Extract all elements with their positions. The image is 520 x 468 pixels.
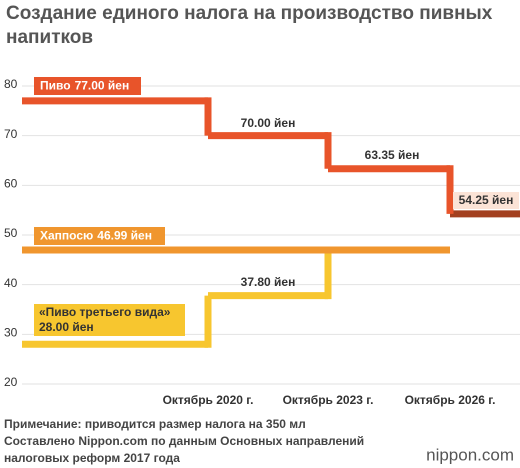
- series-label: Пиво 77.00 йен: [40, 79, 129, 93]
- x-tick-label: Октябрь 2023 г.: [283, 393, 374, 407]
- y-tick-label: 50: [4, 226, 18, 240]
- series-name: Пиво: [40, 79, 71, 93]
- label-box: [453, 192, 519, 209]
- value-label: 70.00 йен: [241, 116, 296, 130]
- series-label: Хаппосю 46.99 йен: [40, 229, 152, 243]
- value-label: 77.00 йен: [75, 79, 130, 93]
- value-label: 63.35 йен: [365, 148, 420, 162]
- label-box: [34, 227, 165, 245]
- chart-title: напитков: [6, 27, 93, 48]
- value-label: 54.25 йен: [459, 193, 514, 207]
- y-tick-label: 30: [4, 326, 18, 340]
- y-tick-label: 80: [4, 77, 18, 91]
- value-label: 37.80 йен: [241, 275, 296, 289]
- note: Составлено Nippon.com по данным Основных…: [4, 434, 364, 448]
- note: налоговых реформ 2017 года: [4, 451, 180, 465]
- series-name: «Пиво третьего вида»: [39, 305, 171, 319]
- chart-title: Создание единого налога на производство …: [6, 3, 493, 24]
- logo: nippon.com: [426, 445, 514, 464]
- y-tick-label: 20: [4, 375, 18, 389]
- label-box: [34, 304, 185, 336]
- x-tick-label: Октябрь 2020 г.: [163, 393, 254, 407]
- x-tick-label: Октябрь 2026 г.: [405, 393, 496, 407]
- value-label: 46.99 йен: [97, 229, 152, 243]
- y-tick-label: 40: [4, 276, 18, 290]
- label-box: [34, 77, 141, 95]
- note: Примечание: приводится размер налога на …: [4, 417, 306, 431]
- y-tick-label: 70: [4, 127, 18, 141]
- value-label: 28.00 йен: [39, 320, 94, 334]
- y-tick-label: 60: [4, 177, 18, 191]
- series-name: Хаппосю: [40, 229, 93, 243]
